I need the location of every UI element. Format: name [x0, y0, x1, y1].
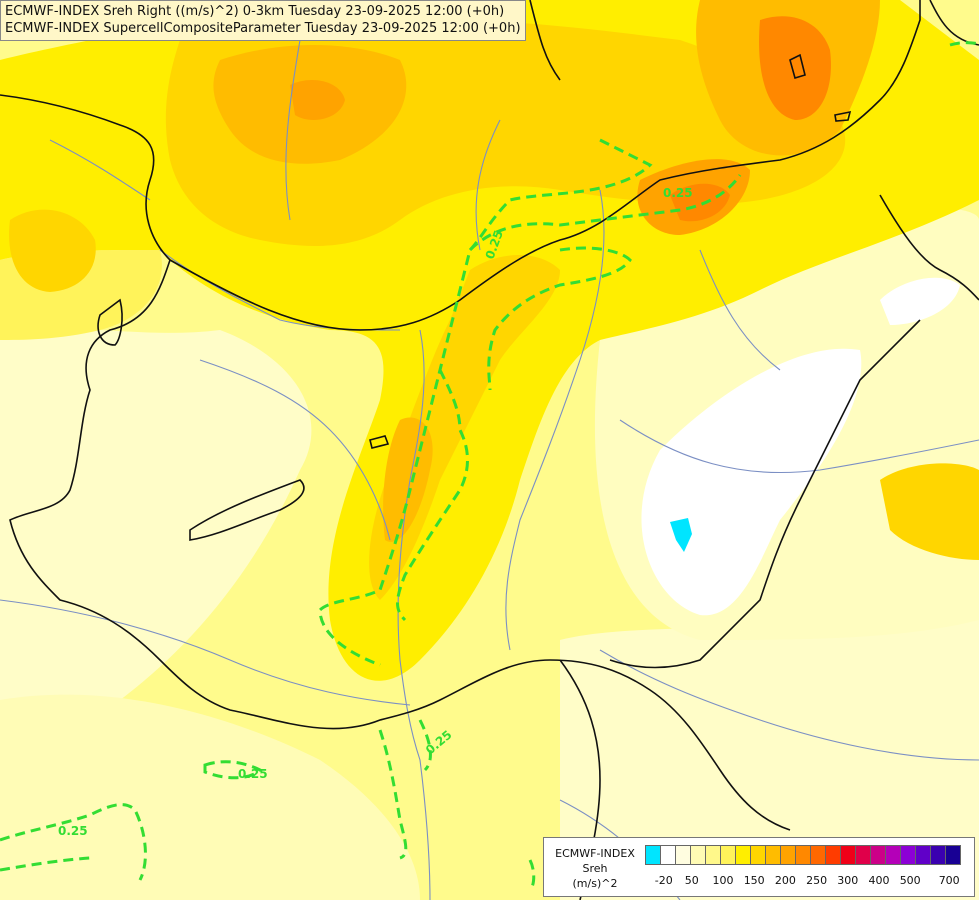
legend-line-3: (m/s)^2: [572, 877, 618, 890]
legend-swatch: [750, 845, 766, 865]
title-line-1: ECMWF-INDEX Sreh Right ((m/s)^2) 0-3km T…: [5, 4, 505, 19]
field-cyan-spot: [670, 518, 692, 552]
legend-swatch: [795, 845, 811, 865]
legend-tick-label: 250: [806, 874, 828, 887]
field-gold-west: [9, 209, 96, 292]
legend-ticks: -20 50 100 150 200 250 300 400 500 700: [645, 874, 975, 890]
title-line-2: ECMWF-INDEX SupercellCompositeParameter …: [5, 21, 521, 36]
legend-title: ECMWF-INDEX Sreh (m/s)^2: [548, 846, 642, 891]
legend-swatch: [855, 845, 871, 865]
legend-swatch: [900, 845, 916, 865]
legend-swatch: [675, 845, 691, 865]
contour-labels: 0.25 0.25 0.25 0.25 0.25: [58, 186, 693, 838]
contour-label: 0.25: [663, 186, 693, 200]
legend-swatch: [720, 845, 736, 865]
legend-swatch: [705, 845, 721, 865]
field-white-east: [880, 277, 960, 325]
legend-swatch: [690, 845, 706, 865]
legend-swatch: [735, 845, 751, 865]
legend-tick-label: 700: [938, 874, 960, 887]
scp-contours: [0, 41, 979, 892]
legend-tick-label: 500: [899, 874, 921, 887]
map-title: ECMWF-INDEX Sreh Right ((m/s)^2) 0-3km T…: [0, 0, 526, 41]
legend-swatch: [810, 845, 826, 865]
field-pale-west: [0, 327, 312, 760]
legend-swatch: [885, 845, 901, 865]
legend-tick-label: -20: [654, 874, 673, 887]
legend-swatches: [645, 845, 961, 865]
legend-swatch: [930, 845, 946, 865]
legend-tick-label: 150: [743, 874, 765, 887]
field-orange-west-spot: [290, 80, 345, 120]
legend-swatch: [825, 845, 841, 865]
legend-swatch: [780, 845, 796, 865]
field-pale-south: [0, 694, 420, 900]
legend-swatch: [915, 845, 931, 865]
legend-tick-label: 300: [837, 874, 859, 887]
field-white-zone: [641, 348, 862, 616]
legend-tick-label: 200: [774, 874, 796, 887]
legend-line-2: Sreh: [582, 862, 608, 875]
field-orange-max-2: [670, 183, 730, 222]
legend-swatch: [660, 845, 676, 865]
contour-label: 0.25: [58, 824, 88, 838]
color-legend: ECMWF-INDEX Sreh (m/s)^2 -20 50 100 150 200 2…: [543, 837, 975, 897]
field-pale-southeast: [560, 588, 979, 900]
legend-swatch: [645, 845, 661, 865]
legend-tick-label: 100: [712, 874, 734, 887]
contour-label: 0.25: [238, 767, 268, 781]
legend-tick-label: 50: [684, 874, 699, 887]
legend-swatch: [765, 845, 781, 865]
legend-tick-label: 400: [868, 874, 890, 887]
legend-swatch: [870, 845, 886, 865]
field-orange-max: [759, 16, 831, 120]
field-gold-corridor: [369, 255, 560, 600]
legend-swatch: [840, 845, 856, 865]
field-gold-east: [880, 463, 979, 560]
legend-line-1: ECMWF-INDEX: [555, 847, 635, 860]
legend-swatch: [945, 845, 961, 865]
